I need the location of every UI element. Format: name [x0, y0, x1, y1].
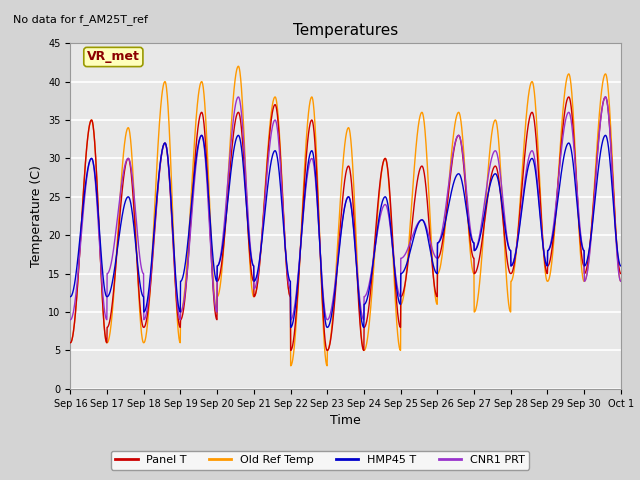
- Old Ref Temp: [287, 363, 294, 369]
- Text: No data for f_AM25T_ref: No data for f_AM25T_ref: [13, 14, 148, 25]
- Old Ref Temp: [374, 208, 381, 214]
- Panel T: [617, 271, 625, 276]
- HMP45 T: [220, 234, 228, 240]
- HMP45 T: [374, 223, 381, 229]
- HMP45 T: [362, 300, 370, 305]
- HMP45 T: [506, 247, 514, 253]
- Old Ref Temp: [235, 63, 243, 69]
- Panel T: [374, 204, 381, 210]
- CNR1 PRT: [374, 228, 381, 234]
- Old Ref Temp: [220, 242, 228, 248]
- Panel T: [362, 322, 369, 328]
- Panel T: [287, 348, 294, 353]
- HMP45 T: [569, 156, 577, 162]
- Old Ref Temp: [584, 264, 592, 270]
- Old Ref Temp: [506, 308, 514, 314]
- Line: Panel T: Panel T: [70, 97, 621, 350]
- Panel T: [565, 94, 573, 100]
- HMP45 T: [584, 254, 592, 260]
- Old Ref Temp: [67, 340, 74, 346]
- CNR1 PRT: [568, 127, 576, 133]
- Line: CNR1 PRT: CNR1 PRT: [70, 97, 621, 320]
- CNR1 PRT: [220, 225, 228, 231]
- Old Ref Temp: [569, 102, 577, 108]
- HMP45 T: [287, 324, 294, 330]
- Y-axis label: Temperature (C): Temperature (C): [29, 165, 43, 267]
- HMP45 T: [235, 132, 243, 138]
- HMP45 T: [617, 263, 625, 269]
- Text: VR_met: VR_met: [87, 50, 140, 63]
- Panel T: [67, 340, 74, 346]
- CNR1 PRT: [67, 317, 74, 323]
- CNR1 PRT: [617, 278, 625, 284]
- Panel T: [569, 119, 577, 125]
- Panel T: [584, 259, 592, 264]
- Title: Temperatures: Temperatures: [293, 23, 398, 38]
- Line: HMP45 T: HMP45 T: [70, 135, 621, 327]
- Panel T: [220, 240, 228, 246]
- Legend: Panel T, Old Ref Temp, HMP45 T, CNR1 PRT: Panel T, Old Ref Temp, HMP45 T, CNR1 PRT: [111, 451, 529, 469]
- CNR1 PRT: [235, 94, 243, 100]
- CNR1 PRT: [506, 247, 513, 252]
- CNR1 PRT: [362, 293, 369, 299]
- Old Ref Temp: [617, 278, 625, 284]
- HMP45 T: [67, 294, 74, 300]
- Line: Old Ref Temp: Old Ref Temp: [70, 66, 621, 366]
- X-axis label: Time: Time: [330, 414, 361, 427]
- Panel T: [506, 270, 513, 276]
- CNR1 PRT: [584, 267, 591, 273]
- Old Ref Temp: [362, 344, 370, 350]
